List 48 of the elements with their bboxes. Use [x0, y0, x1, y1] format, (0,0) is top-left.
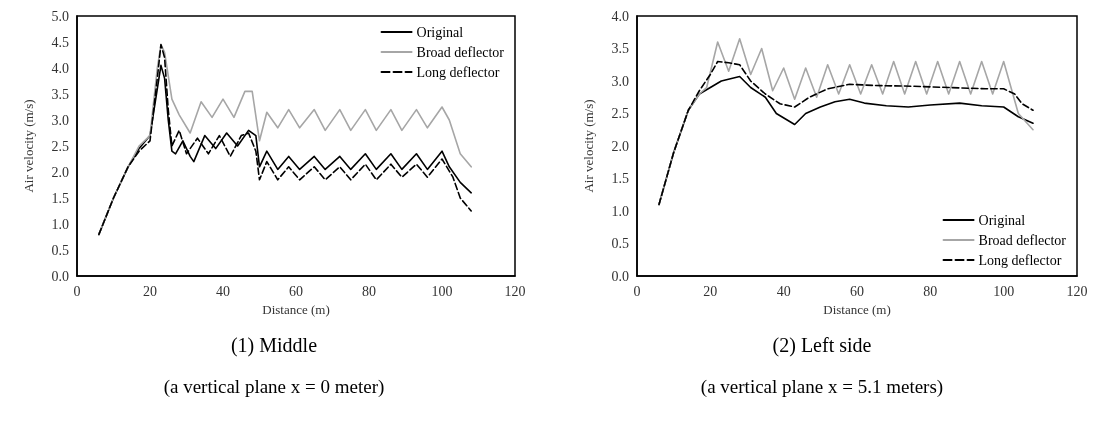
y-tick-label: 3.0: [611, 73, 629, 89]
y-tick-label: 1.5: [611, 171, 629, 186]
y-tick-label: 0.5: [611, 236, 629, 251]
y-tick-label: 1.0: [51, 216, 69, 232]
y-tick-label: 3.5: [611, 41, 629, 56]
y-tick-label: 1.0: [611, 203, 629, 219]
y-tick-label: 4.0: [611, 8, 629, 24]
x-tick-label: 120: [504, 283, 526, 299]
x-tick-label: 40: [216, 283, 230, 299]
y-tick-label: 0.5: [51, 242, 69, 258]
y-tick-label: 4.5: [51, 34, 69, 50]
x-tick-label: 80: [923, 283, 938, 299]
legend-label: Long deflector: [978, 252, 1062, 268]
y-tick-label: 2.0: [51, 164, 69, 180]
legend-label: Original: [416, 24, 464, 40]
x-tick-label: 40: [776, 283, 791, 299]
text: (a vertical plane x = 5.1 meters): [700, 376, 944, 398]
x-tick-label: 0: [73, 283, 81, 299]
y-tick-label: 0.0: [51, 268, 69, 284]
y-tick-label: 5.0: [51, 8, 69, 24]
y-tick-label: 2.5: [611, 106, 629, 121]
x-tick-label: 20: [143, 283, 157, 299]
y-tick-label: 1.5: [51, 190, 69, 206]
legend-label: Broad deflector: [978, 232, 1067, 248]
legend-label: Original: [978, 212, 1026, 228]
x-tick-label: 20: [703, 283, 718, 299]
x-tick-label: 80: [362, 283, 376, 299]
x-tick-label: 100: [431, 283, 453, 299]
legend-label: Broad deflector: [416, 44, 505, 60]
y-tick-label: 2.0: [611, 138, 629, 154]
x-tick-label: 60: [289, 283, 303, 299]
y-axis-title: Air velocity (m/s): [581, 99, 596, 193]
text: (1) Middle: [230, 334, 318, 357]
y-tick-label: 2.5: [51, 138, 69, 154]
text: (2) Left side: [772, 334, 872, 357]
y-tick-label: 4.0: [51, 60, 69, 76]
y-tick-label: 3.0: [51, 112, 69, 128]
y-tick-label: 3.5: [51, 86, 69, 102]
legend-label: Long deflector: [416, 64, 500, 80]
x-axis-title: Distance (m): [262, 301, 330, 317]
x-tick-label: 100: [993, 283, 1015, 299]
x-tick-label: 60: [850, 283, 864, 299]
y-tick-label: 0.0: [611, 268, 629, 284]
y-axis-title: Air velocity (m/s): [21, 99, 36, 193]
x-tick-label: 0: [633, 283, 641, 299]
text: (a vertical plane x = 0 meter): [163, 376, 385, 398]
x-axis-title: Distance (m): [823, 301, 891, 317]
x-tick-label: 120: [1066, 283, 1088, 299]
